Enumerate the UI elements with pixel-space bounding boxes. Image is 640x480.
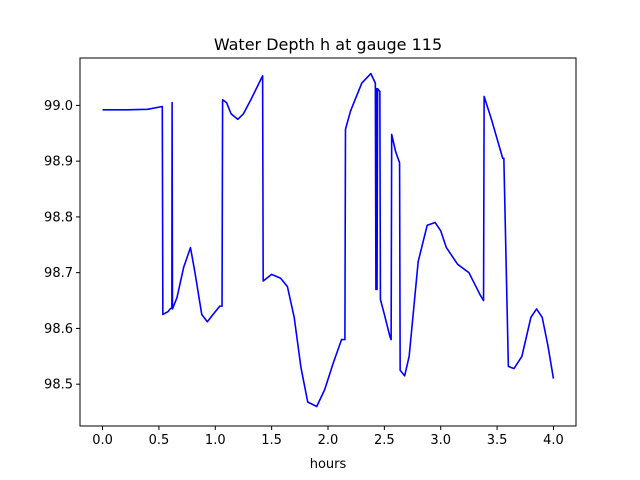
y-tick-label: 98.5 (44, 378, 73, 393)
x-tick-label: 1.0 (205, 433, 226, 448)
x-tick-label: 4.0 (543, 433, 564, 448)
axes-frame (79, 57, 577, 427)
plot-layer (102, 72, 555, 408)
x-tick-label: 0.5 (149, 433, 170, 448)
x-tick-label: 2.5 (374, 433, 395, 448)
x-tick-label: 1.5 (261, 433, 282, 448)
x-tick-label: 2.0 (318, 433, 339, 448)
x-tick-label: 3.0 (430, 433, 451, 448)
chart-title: Water Depth h at gauge 115 (214, 35, 442, 54)
y-tick-label: 98.9 (44, 155, 73, 170)
x-axis-label: hours (310, 457, 347, 472)
y-tick-label: 98.8 (44, 210, 73, 225)
y-tick-label: 99.0 (44, 99, 73, 114)
y-axis-ticks: 98.5 98.6 98.7 98.8 98.9 99.0 (44, 99, 80, 393)
y-tick-label: 98.7 (44, 266, 73, 281)
x-axis-ticks: 0.0 0.5 1.0 1.5 2.0 2.5 3.0 3.5 4.0 (92, 426, 564, 448)
depth-series-line (102, 72, 555, 408)
x-tick-label: 0.0 (92, 433, 113, 448)
y-tick-label: 98.6 (44, 322, 73, 337)
x-tick-label: 3.5 (487, 433, 508, 448)
